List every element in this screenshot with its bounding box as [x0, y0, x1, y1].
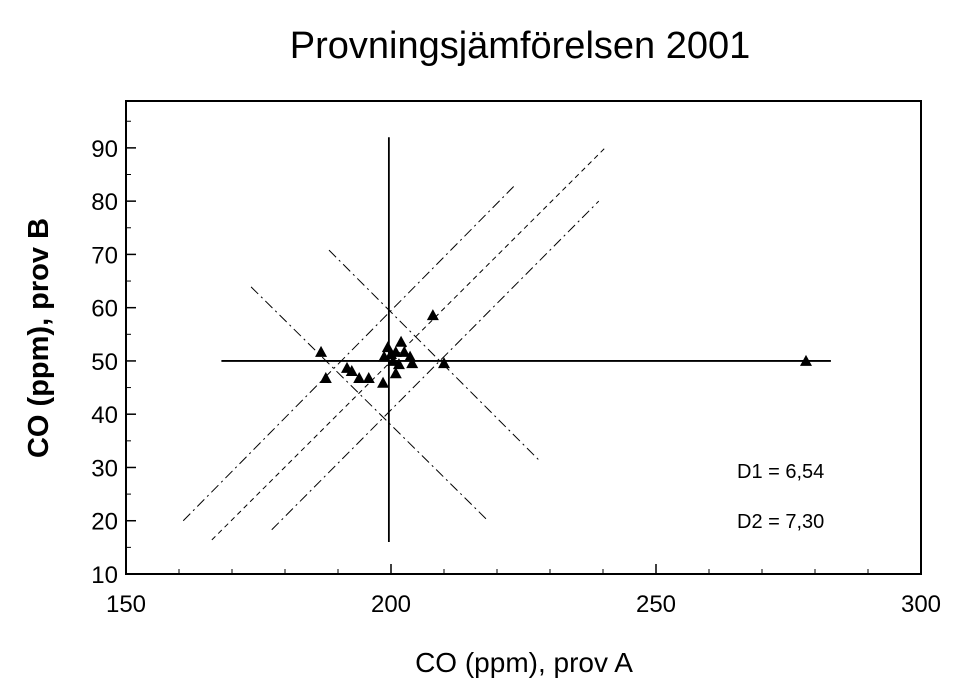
y-tick-label: 80 — [91, 189, 118, 216]
point — [345, 365, 358, 377]
point — [377, 376, 390, 388]
y-tick-label: 60 — [91, 296, 118, 323]
point — [395, 335, 408, 347]
point — [389, 367, 402, 379]
annotation: D2 = 7,30 — [737, 511, 824, 533]
y-tick-label: 20 — [91, 509, 118, 536]
point — [362, 371, 375, 383]
y-tick-label: 50 — [91, 349, 118, 376]
point — [438, 357, 450, 369]
reference-line — [211, 147, 606, 541]
y-tick-label: 10 — [91, 562, 118, 589]
point — [319, 371, 332, 383]
reference-line — [271, 200, 600, 531]
x-axis-label: CO (ppm), prov A — [415, 647, 633, 678]
x-tick-label: 150 — [106, 591, 146, 618]
x-tick-label: 200 — [371, 591, 411, 618]
reference-line — [328, 249, 542, 463]
chart-title: Provningsjämförelsen 2001 — [290, 25, 751, 67]
point — [315, 345, 328, 357]
y-tick-label: 90 — [91, 136, 118, 163]
point — [799, 354, 812, 366]
point — [389, 345, 402, 357]
x-tick-label: 250 — [636, 591, 676, 618]
y-tick-label: 70 — [91, 242, 118, 269]
y-tick-label: 40 — [91, 402, 118, 429]
y-axis-label: CO (ppm), prov B — [23, 218, 55, 458]
point — [353, 371, 366, 383]
reference-line — [250, 286, 489, 522]
plot-frame — [125, 100, 922, 575]
reference-line — [182, 183, 517, 522]
x-tick-label: 300 — [901, 591, 941, 618]
point — [387, 354, 400, 366]
point — [398, 345, 411, 357]
annotation: D1 = 6,54 — [737, 461, 824, 483]
point — [406, 357, 419, 369]
point — [426, 309, 439, 321]
point — [392, 358, 405, 370]
y-tick-label: 30 — [91, 455, 118, 482]
